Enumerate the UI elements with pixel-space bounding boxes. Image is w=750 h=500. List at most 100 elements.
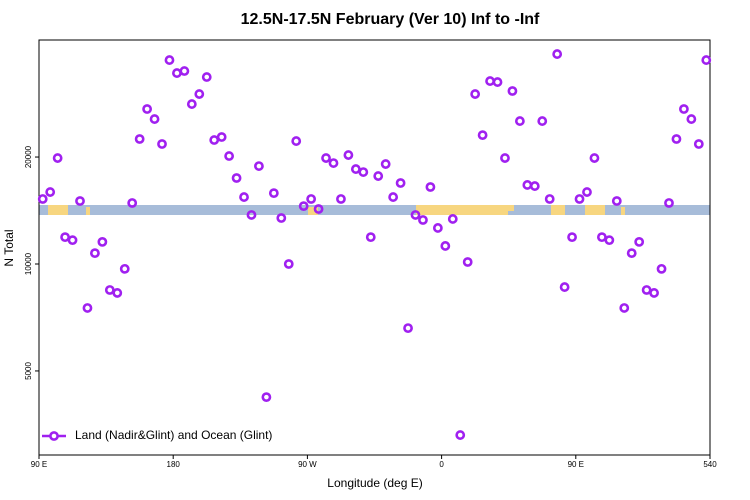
data-point (321, 153, 331, 163)
data-point (582, 187, 592, 197)
legend-label: Land (Nadir&Glint) and Ocean (Glint) (75, 428, 272, 442)
data-point (60, 232, 70, 243)
data-point (529, 181, 540, 191)
data-point (671, 134, 682, 144)
data-point (224, 151, 235, 161)
data-point (455, 430, 466, 440)
y-tick-label: 20000 (24, 145, 33, 168)
data-point (611, 196, 622, 206)
data-point (596, 232, 607, 243)
data-point (604, 235, 615, 246)
data-point (641, 285, 652, 295)
x-tick-label: 90 W (298, 460, 317, 469)
y-axis-label: N Total (2, 229, 16, 266)
data-point (142, 104, 153, 114)
data-point (186, 99, 197, 109)
data-point (157, 139, 167, 149)
data-point (544, 194, 555, 204)
data-point (246, 210, 257, 220)
data-point (313, 204, 324, 214)
x-tick-label: 540 (703, 460, 717, 469)
data-point (328, 158, 339, 168)
data-point (418, 215, 428, 225)
data-point (470, 89, 481, 99)
data-point (75, 196, 85, 206)
data-point (365, 232, 376, 243)
data-point (701, 55, 712, 65)
data-point (149, 114, 160, 124)
data-point (231, 173, 242, 183)
data-point (477, 130, 488, 141)
data-point (52, 153, 63, 163)
data-point (291, 136, 302, 146)
data-point (261, 392, 272, 403)
data-point (298, 201, 309, 212)
data-point (462, 257, 473, 267)
data-point (679, 104, 689, 114)
data-point (574, 194, 585, 204)
data-point (172, 68, 182, 78)
data-point (634, 236, 645, 247)
data-point (388, 192, 399, 202)
data-point (589, 153, 600, 163)
data-point (537, 116, 548, 126)
data-point (306, 194, 317, 204)
data-point (440, 241, 451, 251)
data-point (656, 263, 667, 274)
data-point (522, 180, 533, 190)
data-point (179, 66, 190, 76)
data-point (119, 263, 130, 274)
chart-title: 12.5N-17.5N February (Ver 10) Inf to -In… (241, 11, 540, 28)
data-point (82, 303, 93, 313)
x-tick-label: 180 (167, 460, 181, 469)
data-point (485, 76, 495, 86)
data-point (559, 282, 570, 292)
data-point (67, 235, 78, 246)
data-point (373, 171, 384, 181)
land-ocean-strip (39, 205, 710, 215)
data-point (194, 89, 205, 99)
data-point (201, 72, 212, 82)
data-point (216, 132, 227, 142)
data-point (693, 139, 704, 149)
x-tick-label: 90 E (568, 460, 584, 469)
data-point (626, 248, 637, 259)
x-tick-label: 0 (439, 460, 444, 469)
data-point (567, 232, 577, 243)
data-point (649, 288, 659, 298)
data-point (410, 210, 421, 220)
data-point (37, 194, 48, 204)
data-point (664, 198, 674, 208)
data-point (552, 49, 563, 59)
data-point (492, 77, 503, 87)
data-point (447, 214, 458, 224)
data-point (514, 116, 525, 126)
data-point (686, 114, 697, 124)
data-point (239, 192, 249, 202)
data-point (380, 159, 391, 169)
x-axis-label: Longitude (deg E) (327, 476, 422, 490)
plot-frame (38, 39, 711, 456)
data-point (619, 303, 630, 313)
data-point (395, 178, 406, 188)
data-point (112, 288, 123, 298)
data-point (209, 135, 220, 145)
data-point (268, 188, 279, 199)
data-point (343, 150, 354, 160)
data-point (127, 198, 138, 208)
data-point (500, 153, 510, 163)
legend-marker (49, 431, 59, 441)
data-point (90, 248, 100, 259)
data-point (425, 182, 436, 192)
data-point (276, 213, 287, 223)
data-point (358, 167, 369, 177)
data-point (403, 323, 413, 334)
x-tick-label: 90 E (31, 460, 47, 469)
data-point (97, 236, 108, 247)
data-point (507, 86, 518, 96)
y-tick-label: 10000 (24, 252, 33, 275)
data-point (283, 259, 294, 269)
y-tick-label: 5000 (24, 361, 33, 379)
data-point (336, 194, 346, 204)
